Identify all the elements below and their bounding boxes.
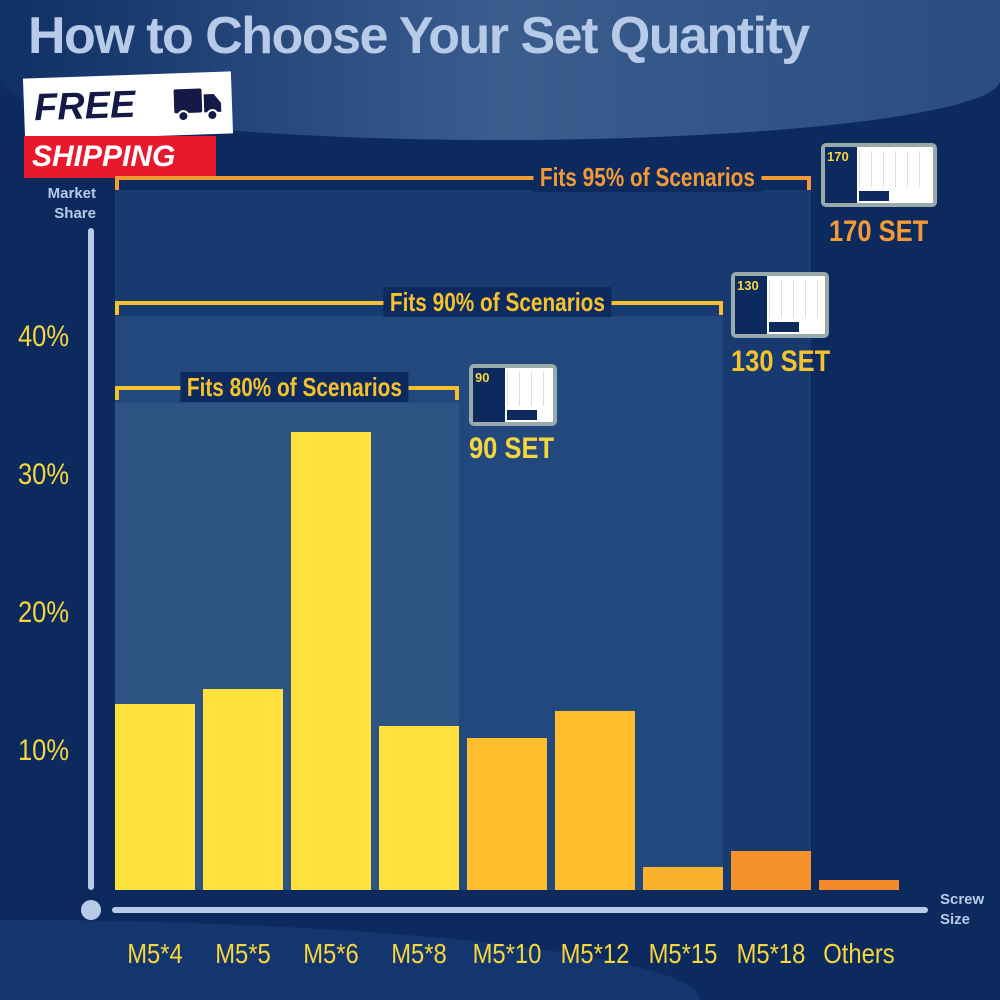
- y-tick-label: 10%: [18, 734, 70, 767]
- box-number: 130: [735, 276, 767, 334]
- box-number: 90: [473, 368, 505, 422]
- box-number: 170: [825, 147, 857, 203]
- x-tick-label: M5*4: [127, 938, 183, 969]
- truck-icon: [173, 88, 222, 123]
- bar-Others: [819, 880, 899, 890]
- bar-M5*10: [467, 738, 547, 890]
- badge-free-text: FREE: [33, 83, 137, 130]
- y-tick-label: 40%: [18, 320, 70, 353]
- x-tick-label: M5*5: [215, 938, 271, 969]
- bar-M5*6: [291, 431, 371, 890]
- bar-M5*12: [555, 710, 635, 890]
- x-tick-label: M5*10: [472, 938, 542, 969]
- y-tick-label: 30%: [18, 458, 70, 491]
- set-label-90: 90 SET: [469, 432, 555, 465]
- free-shipping-badge: FREE: [22, 71, 234, 141]
- product-image-170: 170: [821, 143, 937, 207]
- bracket-80-label: Fits 80% of Scenarios: [180, 372, 409, 402]
- set-label-130: 130 SET: [731, 345, 831, 378]
- bracket-90-label: Fits 90% of Scenarios: [383, 287, 612, 317]
- bracket-95: [115, 176, 811, 190]
- product-image-90: 90: [469, 364, 557, 426]
- x-tick-label: M5*15: [648, 938, 718, 969]
- x-axis-title: Screw Size: [940, 891, 985, 928]
- x-tick-label: M5*6: [303, 938, 359, 969]
- x-tick-label: Others: [823, 938, 895, 969]
- x-axis: [112, 907, 928, 913]
- x-tick-label: M5*12: [560, 938, 630, 969]
- bracket-95-label: Fits 95% of Scenarios: [533, 162, 762, 192]
- set-label-170: 170 SET: [829, 215, 929, 248]
- x-tick-label: M5*8: [391, 938, 447, 969]
- badge-shipping-text: SHIPPING: [24, 136, 216, 178]
- axis-origin: [81, 900, 101, 920]
- y-axis: [88, 228, 94, 890]
- bar-M5*5: [203, 688, 283, 890]
- y-tick-label: 20%: [18, 596, 70, 629]
- product-image-130: 130: [731, 272, 829, 338]
- bar-M5*8: [379, 725, 459, 890]
- x-tick-label: M5*18: [736, 938, 806, 969]
- page-title: How to Choose Your Set Quantity: [28, 7, 810, 65]
- y-axis-title: Market Share: [47, 185, 96, 222]
- bar-M5*4: [115, 703, 195, 890]
- bar-M5*15: [643, 866, 723, 890]
- bar-M5*18: [731, 851, 811, 890]
